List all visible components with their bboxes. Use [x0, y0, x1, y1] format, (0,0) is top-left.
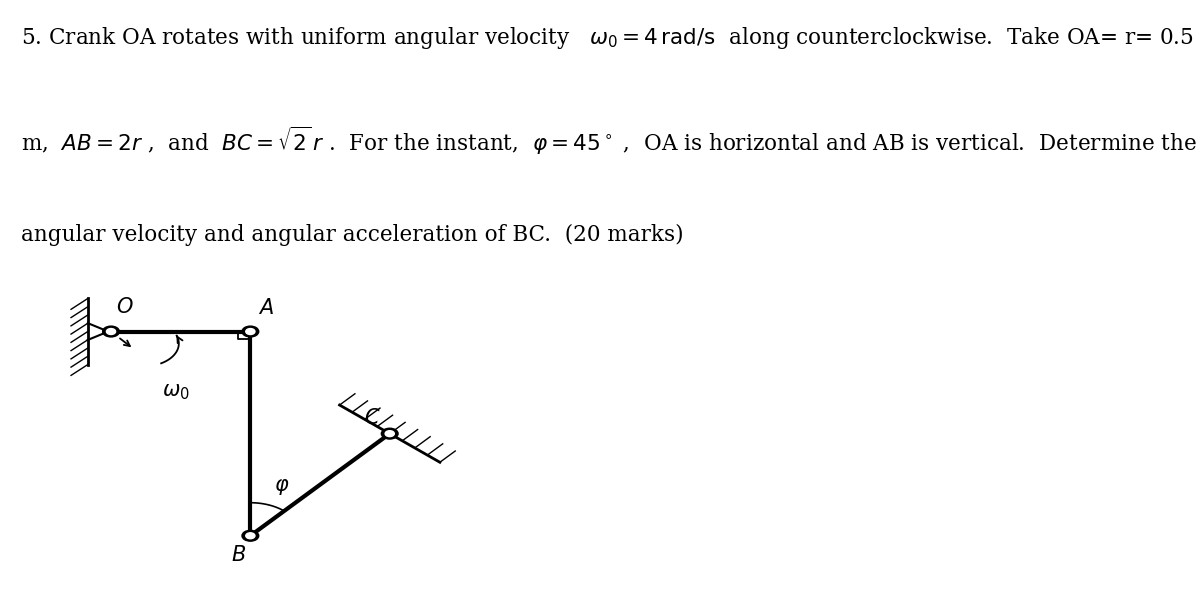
Text: $C$: $C$: [364, 407, 380, 428]
Text: m,  $AB = 2r$ ,  and  $BC = \sqrt{2}\,r$ .  For the instant,  $\varphi = 45^\cir: m, $AB = 2r$ , and $BC = \sqrt{2}\,r$ . …: [20, 124, 1196, 157]
Text: angular velocity and angular acceleration of BC.  (20 marks): angular velocity and angular acceleratio…: [20, 224, 684, 245]
Text: $A$: $A$: [258, 298, 274, 319]
Text: $O$: $O$: [115, 297, 133, 317]
Text: $B$: $B$: [230, 545, 246, 565]
Text: $\varphi$: $\varphi$: [274, 477, 289, 497]
Circle shape: [242, 530, 259, 541]
Text: $\omega_0$: $\omega_0$: [162, 382, 190, 402]
Circle shape: [246, 533, 254, 539]
Circle shape: [246, 329, 254, 334]
Circle shape: [242, 326, 259, 337]
Text: 5. Crank OA rotates with uniform angular velocity   $\omega_0 = 4\,\mathrm{rad/s: 5. Crank OA rotates with uniform angular…: [20, 25, 1194, 51]
Circle shape: [385, 431, 395, 437]
Circle shape: [103, 326, 119, 337]
Circle shape: [382, 428, 398, 439]
Circle shape: [107, 329, 115, 334]
